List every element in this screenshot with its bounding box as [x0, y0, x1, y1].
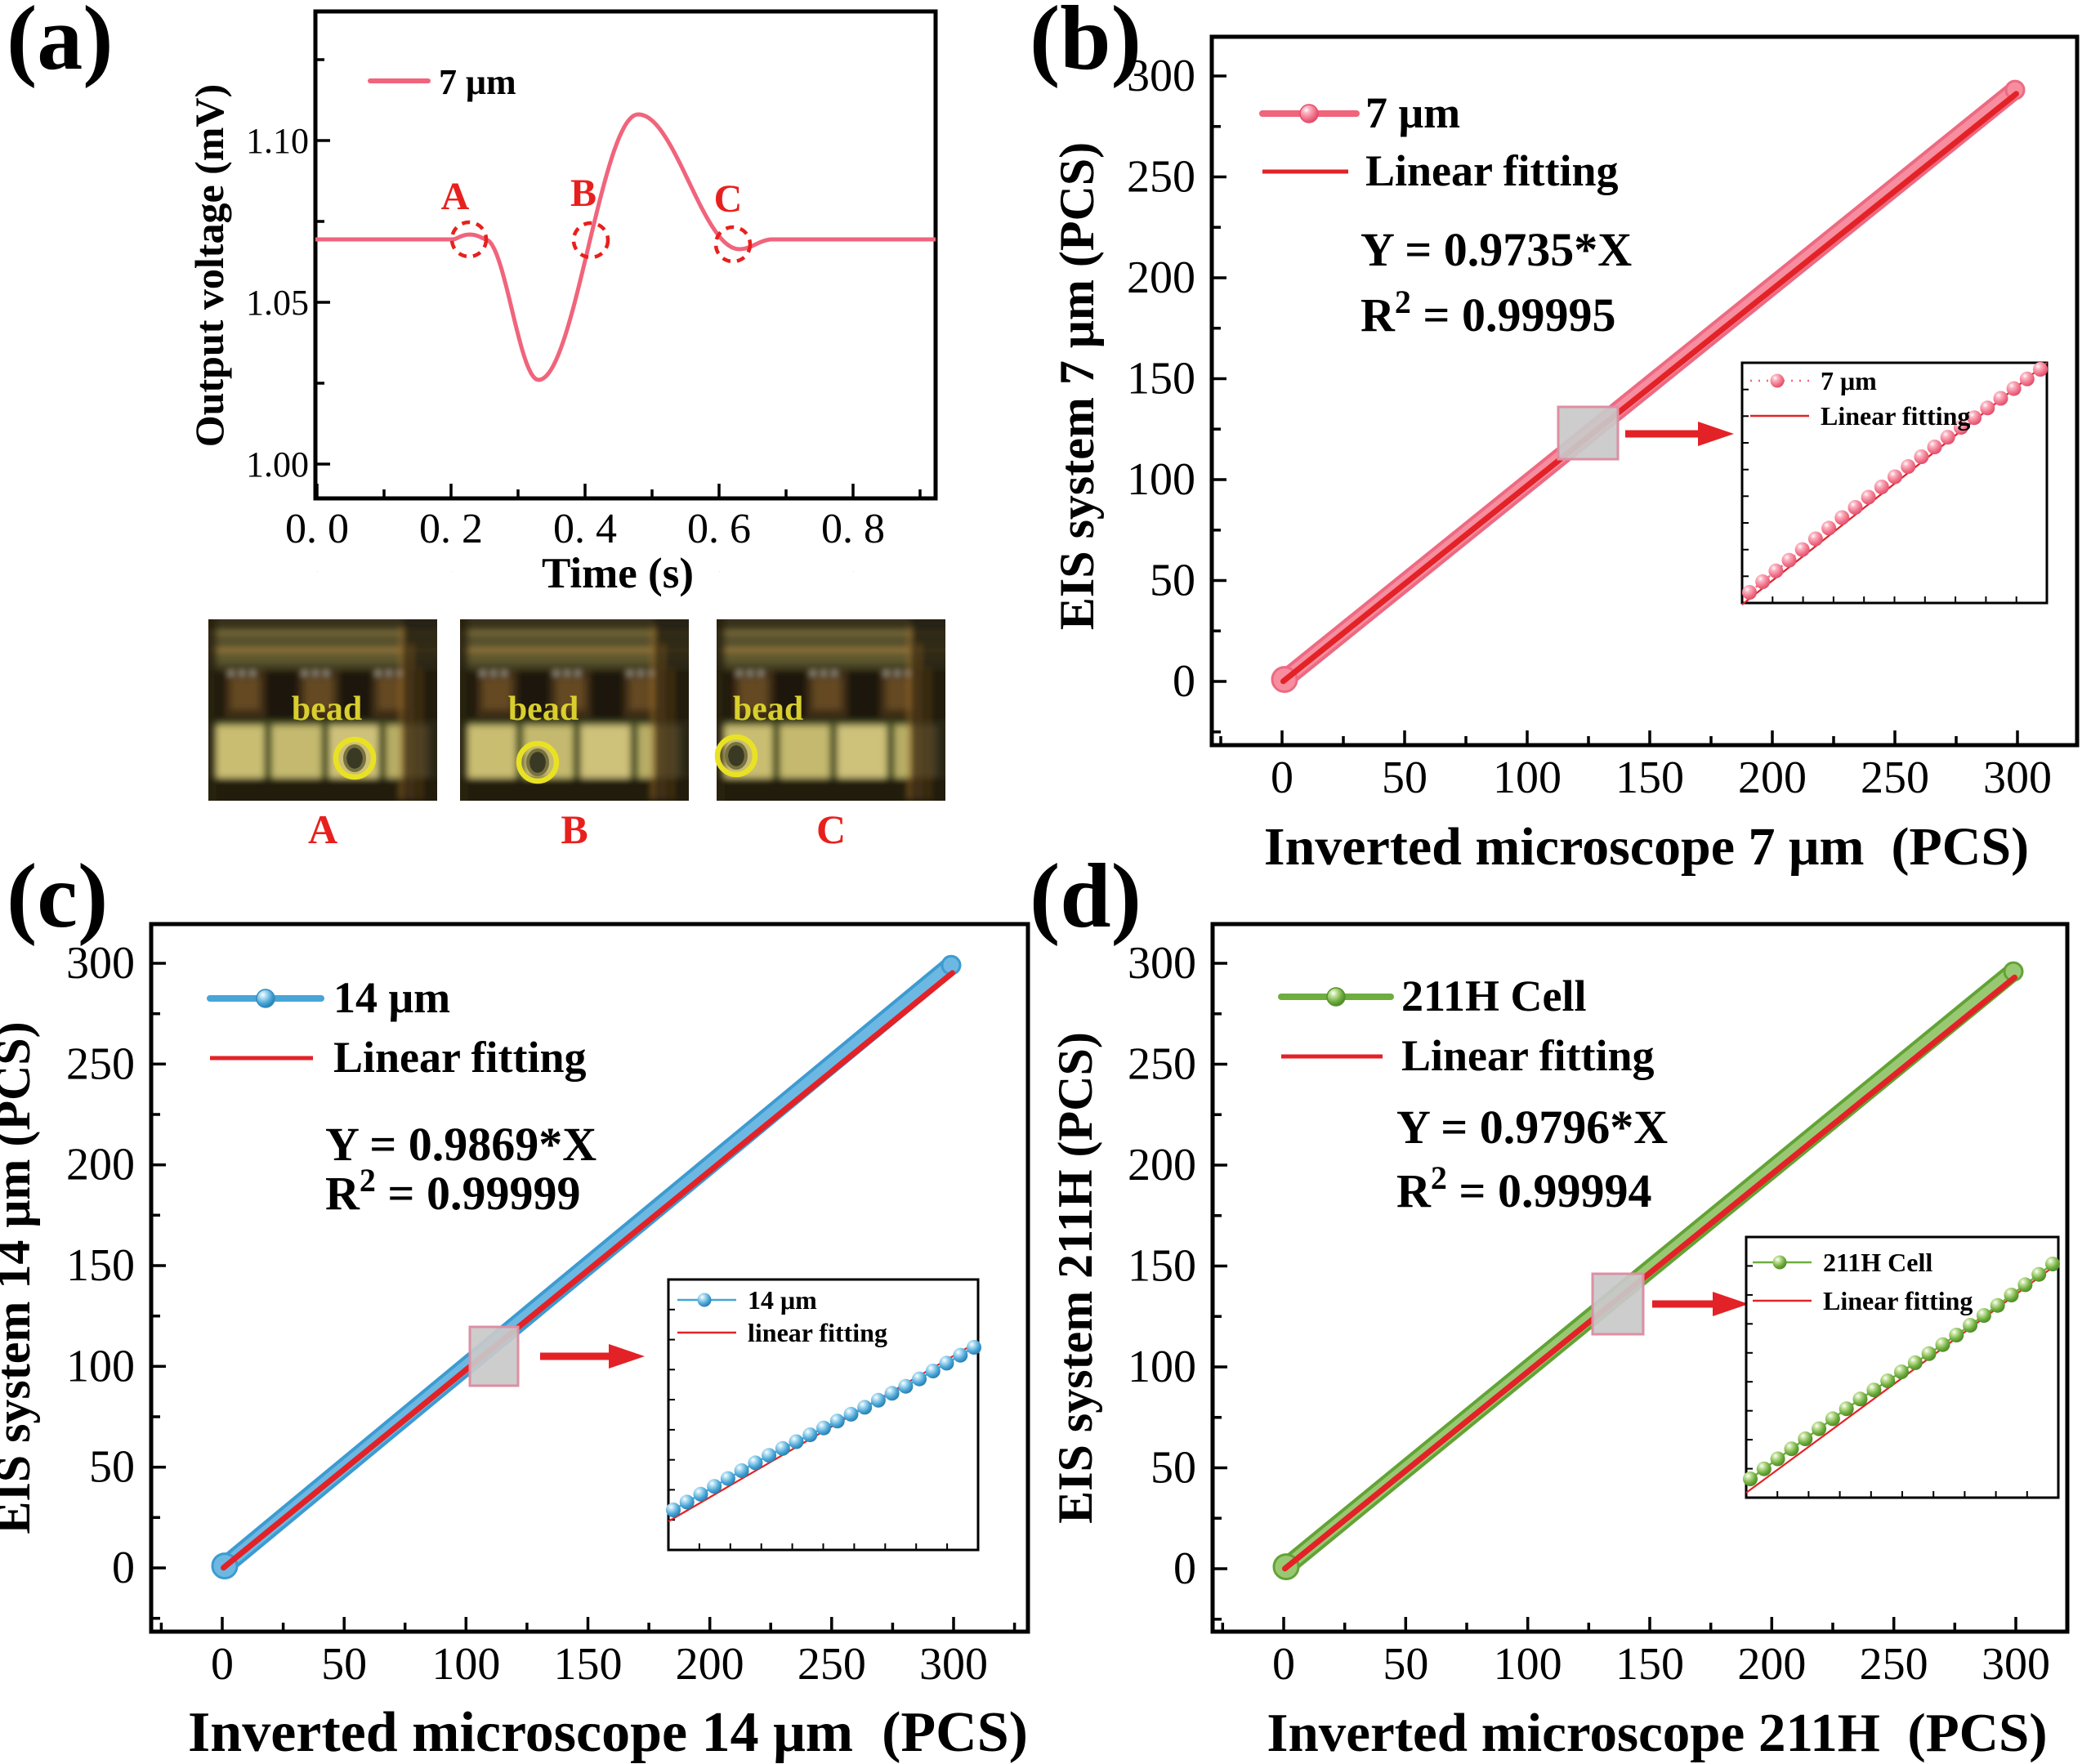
- svg-text:150: 150: [1615, 1639, 1684, 1690]
- svg-text:250: 250: [1861, 752, 1929, 803]
- svg-text:Inverted microscope 211H (PCS: Inverted microscope 211H (PCS): [1267, 1703, 2047, 1763]
- svg-text:Y = 0.9735*X: Y = 0.9735*X: [1360, 223, 1632, 276]
- svg-text:(b): (b): [1030, 0, 1142, 89]
- svg-text:0. 8: 0. 8: [821, 506, 885, 552]
- svg-text:7 μm: 7 μm: [1821, 366, 1877, 395]
- svg-text:14 μm: 14 μm: [748, 1285, 817, 1315]
- svg-text:Inverted microscope 14 μm (PC: Inverted microscope 14 μm (PCS): [188, 1701, 1028, 1764]
- svg-text:C: C: [714, 177, 743, 221]
- svg-text:1.05: 1.05: [246, 283, 309, 323]
- svg-text:250: 250: [798, 1639, 866, 1690]
- svg-text:A: A: [441, 175, 470, 218]
- svg-text:7 μm: 7 μm: [439, 62, 516, 102]
- svg-text:linear fitting: linear fitting: [748, 1318, 887, 1347]
- svg-text:0. 0: 0. 0: [285, 506, 349, 552]
- svg-text:1.00: 1.00: [246, 444, 309, 485]
- svg-text:EIS system 7 μm (PCS): EIS system 7 μm (PCS): [1050, 142, 1104, 630]
- svg-text:150: 150: [1128, 1241, 1196, 1292]
- svg-text:211H Cell: 211H Cell: [1823, 1248, 1932, 1277]
- svg-text:(a): (a): [7, 0, 114, 89]
- svg-text:150: 150: [66, 1240, 135, 1291]
- svg-text:200: 200: [1127, 252, 1195, 303]
- svg-text:0. 6: 0. 6: [687, 506, 751, 552]
- svg-text:bead: bead: [292, 690, 362, 728]
- svg-text:A: A: [308, 806, 337, 852]
- svg-text:B: B: [570, 172, 596, 215]
- svg-text:100: 100: [1128, 1342, 1196, 1392]
- svg-text:Y = 0.9869*X: Y = 0.9869*X: [325, 1118, 596, 1171]
- svg-text:100: 100: [1494, 1639, 1562, 1690]
- svg-text:300: 300: [1982, 1639, 2050, 1690]
- svg-text:250: 250: [1127, 152, 1195, 203]
- svg-text:100: 100: [66, 1341, 135, 1391]
- svg-text:Linear fitting: Linear fitting: [1821, 401, 1970, 431]
- svg-text:1.10: 1.10: [246, 121, 309, 161]
- svg-text:100: 100: [1493, 752, 1562, 803]
- svg-text:Output voltage (mV): Output voltage (mV): [186, 84, 232, 447]
- svg-text:50: 50: [1383, 1639, 1428, 1690]
- svg-text:EIS system 211H (PCS): EIS system 211H (PCS): [1048, 1032, 1102, 1524]
- svg-text:200: 200: [676, 1639, 744, 1690]
- svg-text:200: 200: [1128, 1140, 1196, 1190]
- svg-text:(d): (d): [1030, 846, 1142, 947]
- svg-text:Linear fitting: Linear fitting: [1365, 146, 1619, 195]
- svg-text:0. 4: 0. 4: [553, 506, 617, 552]
- svg-text:0: 0: [112, 1543, 135, 1593]
- svg-text:7 μm: 7 μm: [1365, 88, 1460, 137]
- svg-text:300: 300: [66, 938, 135, 989]
- svg-text:(c): (c): [7, 846, 108, 947]
- svg-text:150: 150: [1127, 354, 1195, 404]
- svg-text:50: 50: [1150, 556, 1195, 606]
- svg-text:C: C: [816, 806, 846, 852]
- svg-text:0: 0: [1173, 1543, 1196, 1594]
- svg-text:300: 300: [1983, 752, 2052, 803]
- svg-text:100: 100: [1127, 454, 1195, 505]
- svg-text:100: 100: [431, 1639, 500, 1690]
- svg-text:R2 = 0.99999: R2 = 0.99999: [325, 1162, 580, 1220]
- svg-text:250: 250: [1860, 1639, 1928, 1690]
- svg-text:Time (s): Time (s): [542, 550, 694, 597]
- svg-text:14 μm: 14 μm: [333, 973, 450, 1022]
- svg-text:300: 300: [919, 1639, 988, 1690]
- svg-text:R2 = 0.99995: R2 = 0.99995: [1360, 284, 1615, 342]
- svg-text:Y = 0.9796*X: Y = 0.9796*X: [1396, 1101, 1668, 1154]
- svg-text:R2 = 0.99994: R2 = 0.99994: [1396, 1159, 1651, 1217]
- svg-text:150: 150: [1615, 752, 1684, 803]
- svg-text:bead: bead: [733, 690, 803, 728]
- svg-text:50: 50: [321, 1639, 367, 1690]
- svg-text:200: 200: [66, 1140, 135, 1190]
- svg-text:0: 0: [1272, 1639, 1295, 1690]
- svg-text:200: 200: [1737, 1639, 1806, 1690]
- svg-text:Linear fitting: Linear fitting: [1401, 1031, 1655, 1080]
- svg-text:50: 50: [1382, 752, 1428, 803]
- svg-text:250: 250: [66, 1038, 135, 1089]
- svg-text:0: 0: [1173, 656, 1195, 707]
- svg-text:211H Cell: 211H Cell: [1401, 971, 1587, 1020]
- svg-text:200: 200: [1738, 752, 1807, 803]
- svg-text:300: 300: [1128, 938, 1196, 989]
- svg-text:EIS system 14 μm (PCS): EIS system 14 μm (PCS): [0, 1021, 40, 1534]
- svg-text:Linear fitting: Linear fitting: [1823, 1286, 1973, 1315]
- svg-text:50: 50: [1150, 1443, 1196, 1494]
- svg-text:300: 300: [1127, 51, 1195, 101]
- svg-text:50: 50: [89, 1442, 135, 1493]
- svg-text:250: 250: [1128, 1039, 1196, 1090]
- svg-text:Inverted microscope 7 μm (PCS: Inverted microscope 7 μm (PCS): [1264, 817, 2029, 877]
- svg-text:150: 150: [553, 1639, 622, 1690]
- svg-text:bead: bead: [508, 690, 579, 728]
- svg-text:Linear fitting: Linear fitting: [333, 1033, 587, 1082]
- svg-text:0. 2: 0. 2: [419, 506, 483, 552]
- svg-text:0: 0: [211, 1639, 234, 1690]
- svg-text:0: 0: [1271, 752, 1293, 803]
- svg-text:B: B: [561, 806, 588, 852]
